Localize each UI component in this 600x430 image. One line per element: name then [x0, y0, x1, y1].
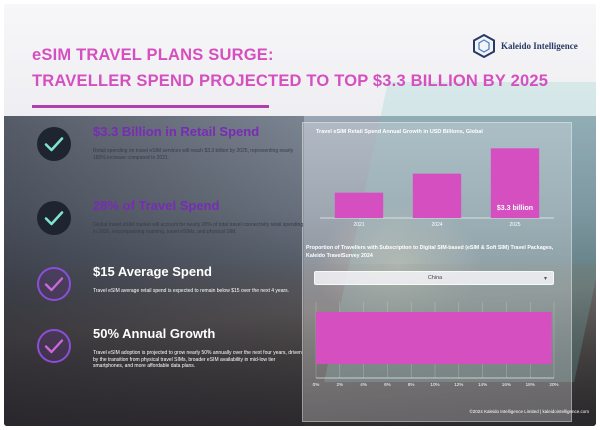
stat-body: Global travel eSIM market will account f…: [93, 222, 304, 235]
tick-label: 16%: [502, 382, 511, 387]
check-circle-icon: [37, 267, 71, 301]
tick-label: 2%: [336, 382, 343, 387]
stat-headline: 50% Annual Growth: [93, 326, 216, 341]
stat-body: Travel eSIM adoption is projected to gro…: [93, 350, 302, 370]
tick-label: 14%: [478, 382, 487, 387]
country-filter-dropdown[interactable]: China ▾: [314, 271, 554, 285]
tick-label: 10%: [430, 382, 439, 387]
chart1-title: Travel eSIM Retail Spend Annual Growth i…: [316, 129, 483, 135]
check-circle-icon: [37, 201, 71, 235]
tick-label: 2025: [509, 222, 520, 228]
bar-China: [316, 312, 552, 364]
tick-label: 6%: [384, 382, 391, 387]
title-underline: [32, 105, 269, 108]
tick-label: 12%: [454, 382, 463, 387]
kaleido-logo[interactable]: Kaleido Intelligence: [472, 34, 578, 58]
tick-label: 0%: [313, 382, 320, 387]
title-line-1: eSIM TRAVEL PLANS SURGE:: [32, 46, 274, 64]
tick-label: 2024: [431, 222, 442, 228]
infographic-card: eSIM TRAVEL PLANS SURGE: TRAVELLER SPEND…: [4, 4, 596, 426]
stat-headline: 28% of Travel Spend: [93, 198, 220, 213]
footer-copyright: ©2024 Kaleido Intelligence Limited | kal…: [469, 409, 589, 414]
tick-label: 4%: [360, 382, 367, 387]
tick-label: 2021: [353, 222, 364, 228]
check-circle-icon: [37, 329, 71, 363]
left-shade-overlay: [4, 116, 304, 426]
traveller-proportion-bar-chart: 0% 2% 4% 6% 8% 10% 12% 14% 16% 18% 20%: [313, 302, 559, 387]
check-circle-icon: [37, 127, 71, 161]
stat-headline: $15 Average Spend: [93, 264, 212, 279]
data-label: $3.3 billion: [497, 205, 533, 212]
hexagon-logo-icon: [473, 34, 495, 58]
logo-text: Kaleido Intelligence: [501, 41, 578, 51]
chevron-down-icon: ▾: [543, 276, 547, 282]
retail-spend-bar-chart: 2021 2024 2025 $3.3 billion: [320, 148, 554, 228]
bar-2025: [490, 148, 540, 218]
stat-body: Retail spending on travel eSIM services …: [93, 148, 294, 161]
stat-headline: $3.3 Billion in Retail Spend: [93, 124, 260, 139]
dropdown-value: China: [427, 275, 443, 281]
tick-label: 18%: [526, 382, 535, 387]
bar-2024: [412, 173, 462, 218]
title-line-2: TRAVELLER SPEND PROJECTED TO TOP $3.3 BI…: [32, 72, 549, 90]
bar-2021: [334, 192, 384, 218]
stat-body: Travel eSIM average retail spend is expe…: [93, 288, 290, 294]
chart2-title: Proportion of Travellers with Subscripti…: [306, 245, 554, 259]
tick-label: 8%: [408, 382, 415, 387]
header-background: [4, 4, 596, 122]
tick-label: 20%: [549, 382, 558, 387]
